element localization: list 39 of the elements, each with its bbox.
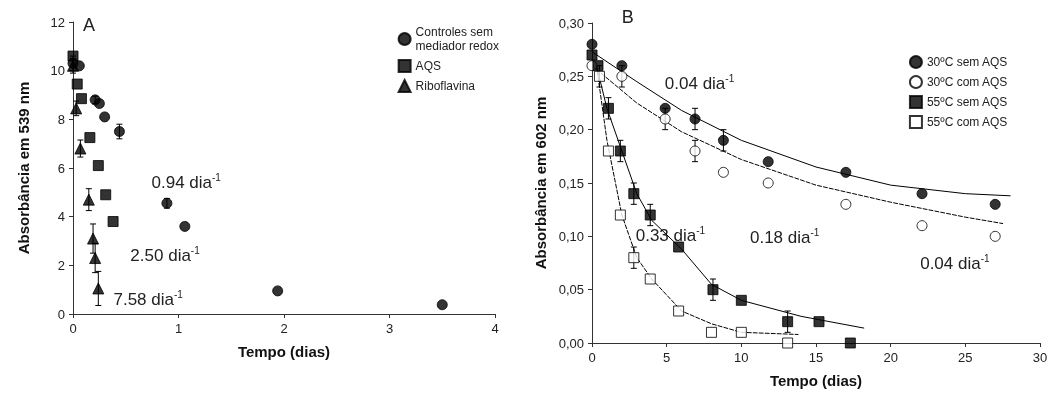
y-axis-title: Absorbância em 539 nm [15,81,32,255]
legend-label: 30ºC com AQS [926,75,1008,89]
legend-label: Controles sem mediador redox [415,25,500,53]
y-tick-label: 8 [57,111,65,127]
x-tick-label: 10 [734,350,749,365]
x-axis-title: Tempo (dias) [769,372,863,389]
x-tick-label: 1 [174,321,183,336]
x-tick-label: 2 [280,321,288,336]
annotation: A [82,14,95,35]
x-tick-label: 4 [491,321,499,336]
y-tick-label: 6 [57,160,65,176]
y-tick-label: 0,10 [558,228,584,244]
legend-label: AQS [415,59,441,73]
y-tick-label: 2 [57,257,65,273]
x-axis-title: Tempo (dias) [237,343,331,360]
y-tick-label: 0,05 [558,282,584,298]
x-tick-label: 15 [808,350,824,365]
x-tick-label: 30 [1032,350,1048,365]
x-tick-label: 20 [883,350,898,365]
y-tick-label: 0,30 [558,15,584,31]
y-tick-label: 0,15 [558,175,584,191]
x-tick-label: 0 [588,350,596,365]
y-tick-label: 0,25 [558,68,584,84]
y-tick-label: 4 [57,209,65,225]
annotation: B [621,6,634,27]
x-tick-label: 5 [663,350,671,365]
x-tick-label: 0 [69,321,77,336]
legend-label: Riboflavina [415,79,476,93]
x-tick-label: 25 [958,350,973,365]
x-tick-label: 3 [385,321,394,336]
legend-label: 55ºC sem AQS [926,95,1008,109]
y-tick-label: 10 [50,63,65,79]
y-tick-label: 0 [57,306,65,322]
y-tick-label: 12 [50,14,65,30]
y-tick-label: 0,20 [558,122,584,138]
y-axis-title: Absorbância em 602 nm [531,96,549,270]
legend-label: 55ºC com AQS [926,115,1008,129]
legend-label: 30ºC sem AQS [926,55,1008,69]
y-tick-label: 0,00 [558,335,584,351]
